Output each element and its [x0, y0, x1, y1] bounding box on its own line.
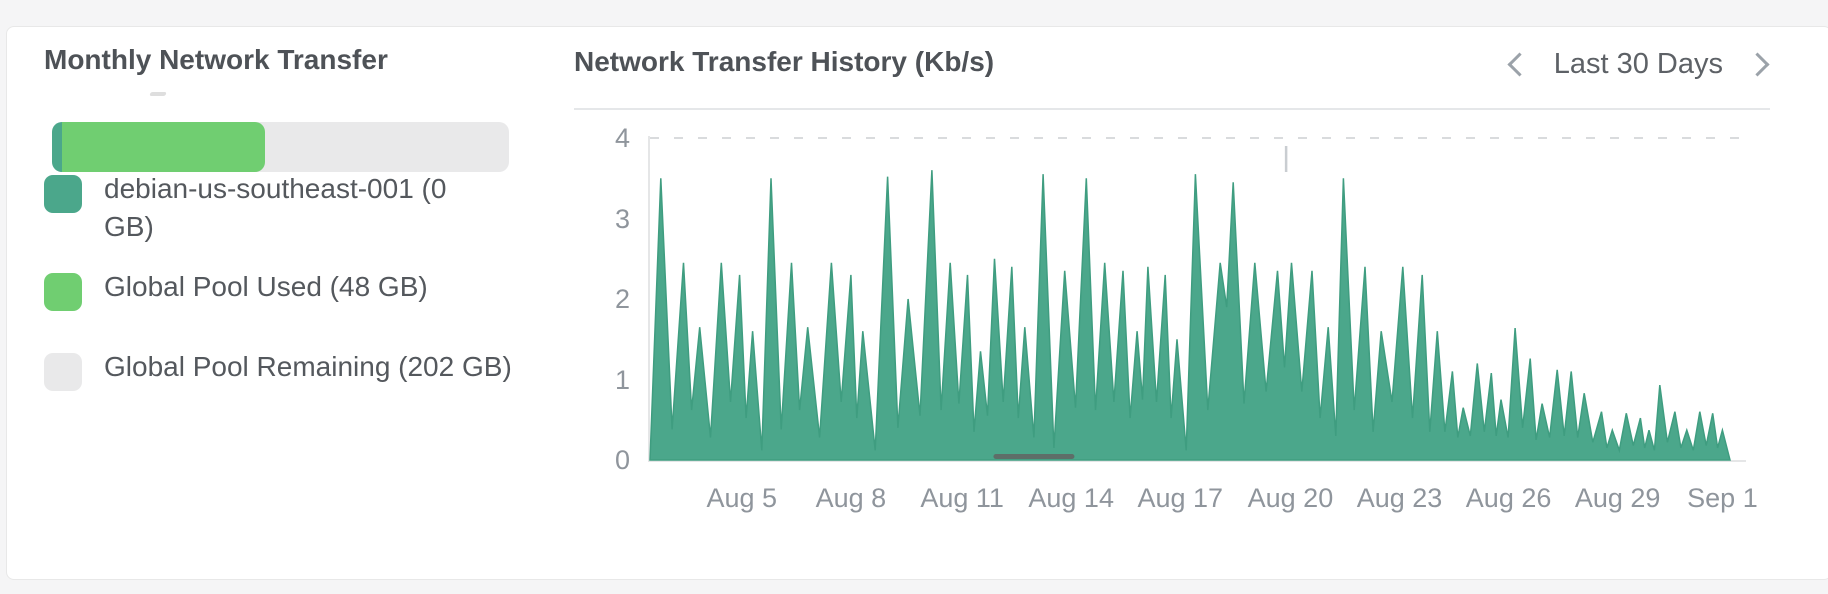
x-axis-label: Aug 17 [1137, 483, 1224, 513]
y-axis-label: 4 [614, 123, 630, 153]
chevron-left-icon[interactable] [1507, 51, 1532, 77]
legend-swatch-debian-icon [44, 175, 82, 213]
bar-segment-debian [52, 122, 63, 172]
y-axis-label: 0 [614, 445, 630, 475]
header-divider [574, 108, 1770, 110]
monthly-transfer-title: Monthly Network Transfer [44, 44, 388, 75]
small-dash-mark [149, 92, 167, 96]
legend-label-line: debian-us-southeast-001 (0 [104, 173, 447, 204]
legend-label-global-pool-remaining: Global Pool Remaining (202 GB) [104, 348, 512, 386]
x-axis-label: Aug 5 [706, 483, 778, 513]
x-axis-label: Aug 23 [1356, 483, 1443, 513]
legend-item-global-pool-used: Global Pool Used (48 GB) [44, 268, 428, 311]
legend-swatch-global-pool-used-icon [44, 273, 82, 311]
legend-label-line: Global Pool Remaining (202 GB) [104, 351, 512, 382]
transfer-progress-bar [52, 122, 509, 172]
range-label: Last 30 Days [1553, 47, 1723, 80]
legend-label-debian: debian-us-southeast-001 (0 GB) [104, 170, 446, 246]
legend-item-global-pool-remaining: Global Pool Remaining (202 GB) [44, 348, 512, 391]
date-range-control: Last 30 Days [1507, 46, 1770, 82]
legend-label-line: GB) [104, 211, 154, 242]
y-axis-label: 2 [614, 284, 630, 314]
x-axis-label: Aug 29 [1574, 483, 1661, 513]
y-axis-label: 3 [614, 203, 630, 234]
legend-swatch-global-pool-remaining-icon [44, 353, 82, 391]
chevron-right-icon[interactable] [1745, 51, 1770, 77]
x-axis-label: Aug 26 [1465, 483, 1552, 513]
legend-label-global-pool-used: Global Pool Used (48 GB) [104, 268, 428, 306]
x-axis-label: Sep 1 [1687, 483, 1758, 513]
y-axis-label: 1 [614, 364, 630, 395]
history-title: Network Transfer History (Kb/s) [574, 46, 995, 77]
bar-segment-global-pool-used [62, 122, 265, 172]
legend-label-line: Global Pool Used (48 GB) [104, 271, 428, 302]
x-axis-label: Aug 11 [920, 483, 1004, 513]
x-axis-label: Aug 8 [815, 483, 887, 513]
x-axis-label: Aug 20 [1247, 483, 1334, 513]
x-axis-label: Aug 14 [1028, 483, 1114, 513]
legend-item-debian: debian-us-southeast-001 (0 GB) [44, 170, 446, 246]
